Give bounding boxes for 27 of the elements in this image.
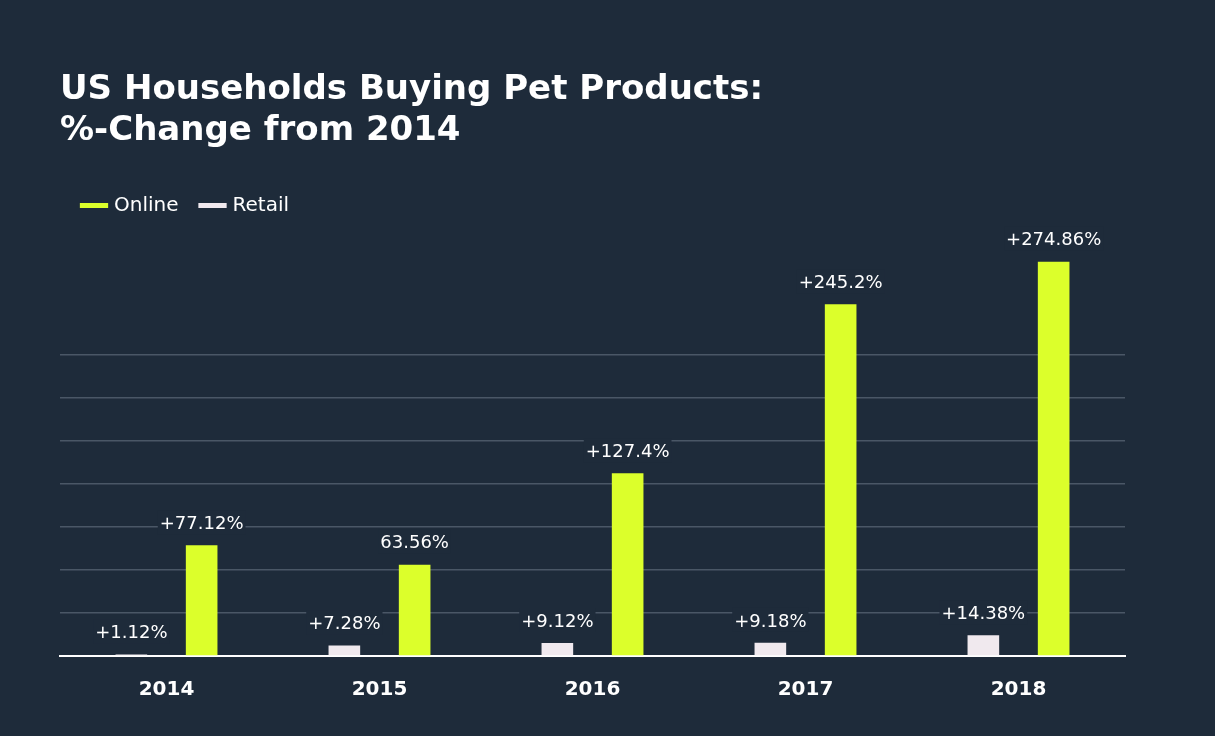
x-tick-label: 2016 xyxy=(564,676,621,701)
data-label: 63.56% xyxy=(380,531,449,553)
data-label: +7.28% xyxy=(308,612,381,634)
chart-title: US Households Buying Pet Products: %-Change from 2014 xyxy=(60,67,764,149)
legend-label: Online xyxy=(114,191,179,216)
data-label: +274.86% xyxy=(1006,228,1102,250)
bar xyxy=(967,635,1000,656)
data-label: +9.18% xyxy=(734,609,807,631)
data-label: +1.12% xyxy=(95,621,168,643)
data-label: +77.12% xyxy=(159,512,244,534)
bar xyxy=(1037,261,1070,656)
bar xyxy=(328,645,361,656)
data-label: +9.12% xyxy=(521,609,594,631)
bar xyxy=(824,304,857,656)
bar xyxy=(754,642,787,656)
x-tick-label: 2018 xyxy=(990,676,1047,701)
data-label: +14.38% xyxy=(941,602,1026,624)
data-label: +245.2% xyxy=(798,270,883,292)
data-label: +127.4% xyxy=(585,439,670,461)
bar xyxy=(541,642,574,656)
x-tick-label: 2015 xyxy=(351,676,408,701)
bar xyxy=(611,473,644,656)
bar xyxy=(398,564,431,656)
legend-label: Retail xyxy=(232,191,290,216)
bar xyxy=(185,545,218,656)
x-tick-label: 2017 xyxy=(777,676,834,701)
x-tick-label: 2014 xyxy=(138,676,195,701)
